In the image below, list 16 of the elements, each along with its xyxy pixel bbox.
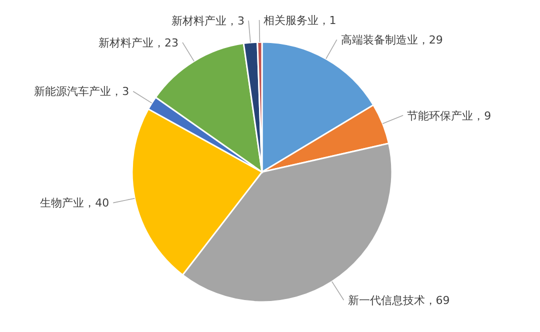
data-label: ，1 <box>318 14 336 27</box>
slice-label: 生物产业 <box>40 196 84 210</box>
data-label: ，3 <box>111 85 130 98</box>
slice-label: 新能源汽车产业 <box>34 85 112 98</box>
slice-label: 相关服务业 <box>263 14 318 27</box>
slice-label: 新一代信息技术 <box>348 294 425 307</box>
slice-label: 新材料产业 <box>172 14 227 28</box>
data-label: ，23 <box>154 36 179 50</box>
data-label: ，40 <box>84 196 110 210</box>
slice-label: 节能环保产业 <box>407 109 474 122</box>
data-label: ，29 <box>418 34 443 47</box>
slice-label: 高端装备制造业 <box>340 34 418 47</box>
slice-label: 新材料产业 <box>98 36 154 50</box>
data-label: ，3 <box>226 14 245 28</box>
data-label: ，9 <box>473 109 492 122</box>
data-label: ，69 <box>424 294 450 307</box>
